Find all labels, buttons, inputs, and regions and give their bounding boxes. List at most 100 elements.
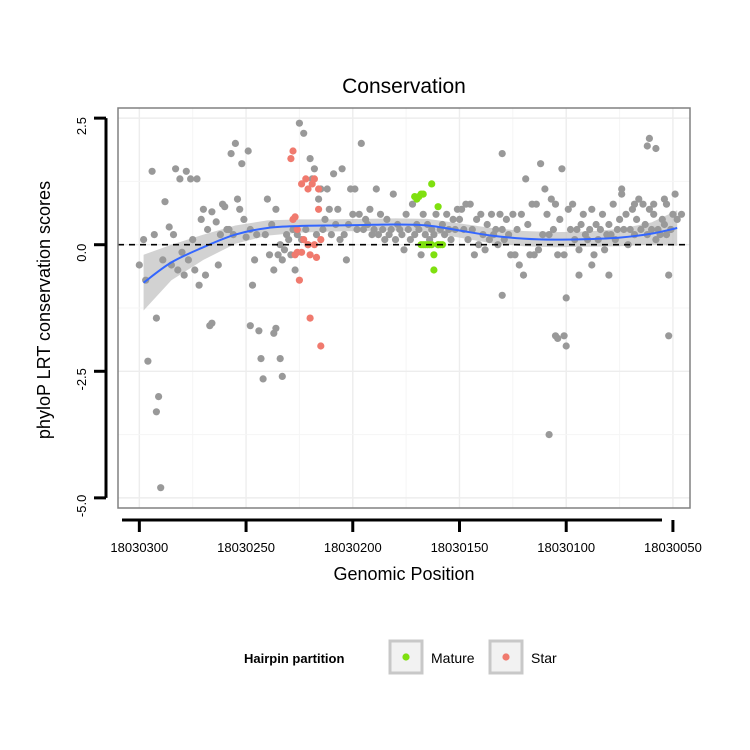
data-point-other (204, 225, 212, 234)
data-point-other (293, 231, 301, 239)
data-point-other (419, 210, 427, 218)
data-point-other (669, 210, 677, 218)
data-point-other (140, 236, 148, 244)
data-point-other (327, 231, 335, 239)
data-point-other (370, 225, 378, 234)
axes: 18030300 18030250 18030200 18030150 18030100… (74, 116, 702, 555)
data-point-other (300, 129, 308, 137)
data-point-other (483, 220, 491, 229)
data-point-mature (428, 180, 436, 188)
data-point-other (225, 225, 233, 234)
data-point-other (652, 144, 660, 153)
data-point-other (645, 205, 654, 213)
data-point-other (374, 231, 382, 239)
y-tick-label: -5.0 (74, 495, 89, 517)
x-axis-title: Genomic Position (333, 564, 474, 584)
data-point-other (376, 210, 385, 218)
data-point-other (485, 236, 493, 244)
data-point-other (432, 210, 440, 218)
data-point-other (639, 200, 647, 208)
series-star (287, 147, 325, 350)
data-point-other (547, 195, 555, 203)
data-point-other (537, 160, 545, 168)
y-axis-title: phyloP LRT conservation scores (34, 181, 54, 439)
data-point-other (475, 241, 483, 249)
data-point-other (466, 200, 474, 208)
data-point-other (539, 231, 547, 239)
data-point-other (366, 205, 374, 213)
data-point-other (402, 210, 410, 218)
data-point-other (549, 225, 558, 234)
data-point-other (236, 205, 244, 213)
chart-title: Conservation (342, 75, 466, 98)
data-point-other (671, 190, 679, 198)
data-point-other (415, 225, 423, 234)
data-point-other (233, 195, 242, 203)
data-point-other (677, 210, 686, 218)
data-point-other (319, 225, 327, 234)
data-point-other (517, 210, 526, 218)
data-point-other (338, 165, 346, 173)
data-point-other (635, 195, 643, 203)
data-point-other (626, 225, 634, 234)
data-point-other (238, 160, 246, 168)
data-point-other (353, 225, 361, 234)
data-point-other (598, 210, 607, 218)
data-point-other (573, 225, 581, 234)
data-point-star (291, 213, 299, 221)
data-point-star (298, 180, 306, 188)
data-point-other (208, 208, 216, 216)
data-point-star (310, 175, 318, 183)
plot-area (117, 107, 691, 509)
data-point-other (144, 357, 152, 365)
data-point-other (172, 165, 180, 173)
plot-border (117, 107, 691, 509)
data-point-other (487, 210, 496, 218)
y-tick-label: 0.0 (74, 244, 89, 262)
data-point-other (165, 223, 173, 231)
data-point-other (558, 165, 566, 173)
data-point-other (530, 251, 538, 259)
data-point-star (304, 185, 312, 193)
data-point-other (357, 139, 365, 147)
data-point-other (189, 236, 197, 244)
data-point-star (293, 225, 301, 234)
data-point-other (575, 246, 583, 254)
data-point-other (496, 210, 504, 218)
data-point-other (417, 251, 425, 259)
data-point-other (169, 231, 178, 239)
data-point-other (650, 210, 658, 218)
data-point-other (662, 231, 671, 239)
data-point-other (387, 225, 395, 234)
data-point-other (291, 266, 299, 274)
data-point-other (613, 225, 622, 234)
data-point-other (601, 246, 609, 254)
data-point-other (515, 261, 523, 269)
data-point-other (588, 261, 596, 269)
data-point-other (295, 119, 303, 127)
data-point-mature (419, 190, 427, 198)
data-point-other (534, 246, 543, 254)
data-point-other (560, 251, 568, 259)
data-point-other (184, 256, 192, 264)
data-point-other (372, 185, 380, 193)
data-point-other (543, 210, 551, 218)
data-point-other (609, 200, 617, 208)
x-tick-label: 18030200 (324, 540, 382, 555)
data-point-other (323, 185, 331, 193)
data-point-other (441, 231, 449, 239)
data-point-other (665, 332, 673, 340)
data-point-other (159, 256, 167, 264)
data-point-other (178, 248, 186, 256)
data-point-other (278, 372, 286, 380)
data-point-other (191, 266, 199, 274)
data-point-star (317, 236, 325, 244)
data-point-other (575, 271, 583, 279)
data-point-other (310, 165, 318, 173)
data-point-other (321, 215, 329, 223)
data-point-star (317, 342, 325, 350)
data-point-star (315, 185, 323, 193)
data-point-other (560, 332, 568, 340)
legend-title: Hairpin partition (244, 651, 344, 666)
data-point-other (221, 203, 229, 211)
